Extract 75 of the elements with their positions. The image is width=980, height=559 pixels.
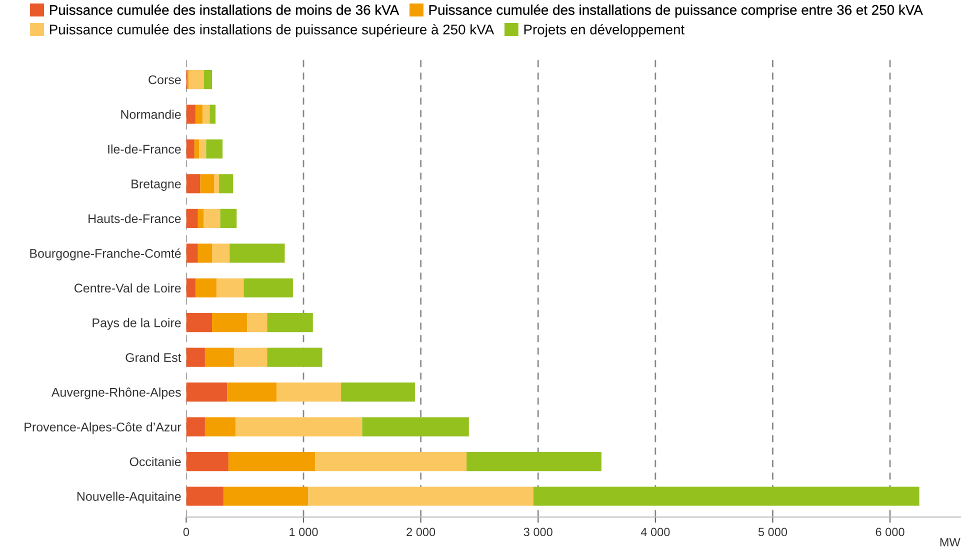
bar <box>341 382 415 402</box>
bar <box>186 139 194 159</box>
bar <box>206 139 223 159</box>
x-tick-label: 4 000 <box>640 528 670 536</box>
bar <box>194 139 200 159</box>
bar <box>210 104 216 124</box>
bar <box>200 174 214 194</box>
x-tick-label: 6 000 <box>876 528 904 536</box>
y-tick-label: Centre-Val de Loire <box>74 283 181 293</box>
bar <box>199 139 206 159</box>
x-tick-label: 2 000 <box>406 528 436 536</box>
x-tick-label: 1 000 <box>290 528 318 536</box>
bar <box>186 452 228 472</box>
y-tick-label: Ile-de-France <box>108 144 181 154</box>
bar <box>198 208 204 228</box>
x-axis-title: MW <box>940 538 960 546</box>
bar <box>186 417 205 436</box>
bar <box>214 174 220 194</box>
bar <box>244 278 293 298</box>
y-tick-label: Hauts-de-France <box>88 214 181 224</box>
x-tick-label: 0 <box>183 528 190 536</box>
bar <box>204 70 212 90</box>
legend-label: Puissance cumulée des installations de puissance supérieure à 250 kVA <box>50 24 494 38</box>
y-tick-label: Bourgogne-Franche-Comté <box>30 248 181 260</box>
y-tick-label: Occitanie <box>130 456 181 466</box>
bar <box>362 417 469 436</box>
bar <box>204 208 220 228</box>
bar <box>224 486 308 506</box>
y-tick-label: Nouvelle-Aquitaine <box>77 492 181 504</box>
bar <box>186 244 198 263</box>
x-tick-label: 5 000 <box>758 528 788 536</box>
bar <box>186 313 212 332</box>
bar <box>219 174 234 194</box>
y-tick-label: Corse <box>148 75 181 84</box>
bar <box>247 313 268 332</box>
bar <box>212 244 230 263</box>
bar <box>198 244 212 263</box>
y-tick-label: Pays de la Loire <box>92 318 181 330</box>
bar <box>267 348 322 367</box>
y-tick-label: Auvergne-Rhône-Alpes <box>51 388 181 400</box>
bar <box>267 313 313 332</box>
bar <box>186 208 198 228</box>
y-tick-label: Normandie <box>121 110 181 119</box>
bar <box>204 417 236 436</box>
legend-label: Puissance cumulée des installations de moins de 36 kVA <box>50 4 400 15</box>
bar <box>186 278 196 298</box>
bar <box>227 382 277 402</box>
legend-label: Puissance cumulée des installations de puissance comprise entre 36 et 250 kVA <box>429 4 923 18</box>
bar <box>216 278 244 298</box>
bar <box>276 382 342 402</box>
y-tick-label: Grand Est <box>126 352 182 362</box>
legend-label: Projets en développement <box>524 24 684 38</box>
bar <box>186 174 200 194</box>
bar <box>230 244 285 263</box>
y-tick-label: Bretagne <box>132 180 181 191</box>
bar <box>186 104 196 124</box>
bar <box>235 417 362 436</box>
x-tick-label: 3 000 <box>524 528 552 536</box>
bar <box>202 104 210 124</box>
bar <box>533 486 920 506</box>
bar <box>188 70 204 90</box>
bar <box>220 208 237 228</box>
bar <box>228 452 316 472</box>
bar <box>186 486 224 506</box>
bar <box>186 348 205 367</box>
bar <box>196 104 203 124</box>
bar <box>308 486 534 506</box>
bar <box>196 278 217 298</box>
bar <box>186 382 228 402</box>
y-tick-label: Provence-Alpes-Côte d’Azur <box>24 422 182 434</box>
bar <box>466 452 602 472</box>
bar <box>212 313 248 332</box>
bar <box>234 348 268 367</box>
bar <box>315 452 467 472</box>
bar <box>204 348 234 367</box>
